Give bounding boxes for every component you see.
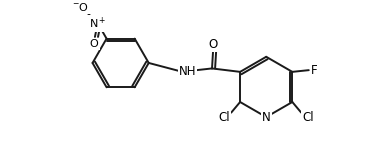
Text: O: O (208, 38, 217, 51)
Text: N$^+$: N$^+$ (89, 16, 106, 31)
Text: NH: NH (178, 65, 196, 78)
Text: F: F (311, 64, 318, 77)
Text: N: N (262, 111, 270, 124)
Text: Cl: Cl (302, 111, 314, 124)
Text: $^{-}$O: $^{-}$O (72, 1, 89, 13)
Text: Cl: Cl (219, 111, 230, 124)
Text: O: O (90, 39, 99, 49)
